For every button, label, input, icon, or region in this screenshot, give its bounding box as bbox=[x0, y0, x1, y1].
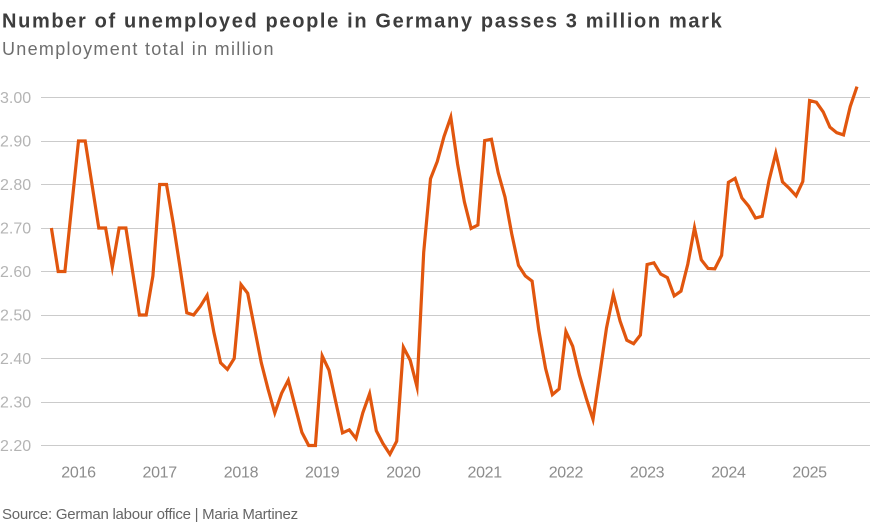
svg-text:2017: 2017 bbox=[142, 465, 177, 482]
svg-text:Unemployment total in million: Unemployment total in million bbox=[2, 39, 275, 59]
svg-text:2024: 2024 bbox=[711, 465, 746, 482]
svg-text:2022: 2022 bbox=[549, 465, 584, 482]
svg-text:2025: 2025 bbox=[792, 465, 827, 482]
svg-text:2.70: 2.70 bbox=[0, 221, 31, 238]
svg-text:Number of unemployed people in: Number of unemployed people in Germany p… bbox=[2, 11, 723, 33]
svg-text:2018: 2018 bbox=[224, 465, 259, 482]
svg-text:2.90: 2.90 bbox=[0, 134, 31, 151]
svg-text:3.00: 3.00 bbox=[0, 90, 31, 107]
svg-text:Source: German labour office |: Source: German labour office | Maria Mar… bbox=[2, 506, 298, 523]
svg-text:2020: 2020 bbox=[386, 465, 421, 482]
svg-text:2021: 2021 bbox=[467, 465, 502, 482]
svg-text:2023: 2023 bbox=[630, 465, 665, 482]
svg-text:2.30: 2.30 bbox=[0, 395, 31, 412]
svg-text:2019: 2019 bbox=[305, 465, 340, 482]
svg-text:2.80: 2.80 bbox=[0, 177, 31, 194]
svg-text:2.60: 2.60 bbox=[0, 264, 31, 281]
svg-text:2016: 2016 bbox=[61, 465, 96, 482]
svg-text:2.50: 2.50 bbox=[0, 308, 31, 325]
svg-text:2.40: 2.40 bbox=[0, 351, 31, 368]
svg-text:2.20: 2.20 bbox=[0, 438, 31, 455]
